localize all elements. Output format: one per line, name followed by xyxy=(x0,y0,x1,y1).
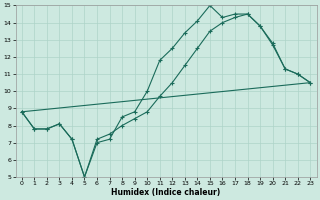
X-axis label: Humidex (Indice chaleur): Humidex (Indice chaleur) xyxy=(111,188,221,197)
